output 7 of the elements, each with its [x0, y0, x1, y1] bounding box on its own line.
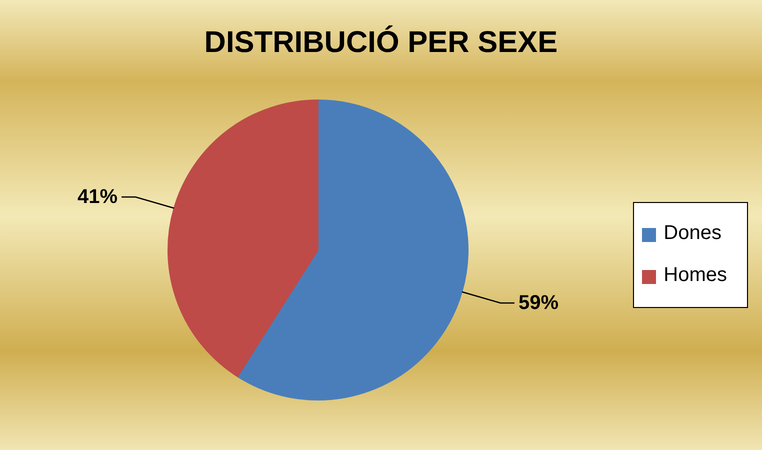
pie-slice	[168, 100, 318, 378]
pie-slice	[237, 100, 468, 400]
legend-label: Homes	[664, 264, 727, 286]
data-label: 41%	[78, 186, 118, 208]
data-label: 59%	[518, 292, 559, 314]
legend-label: Dones	[664, 222, 722, 244]
chart-title: DISTRIBUCIÓ PER SEXE	[204, 26, 558, 60]
